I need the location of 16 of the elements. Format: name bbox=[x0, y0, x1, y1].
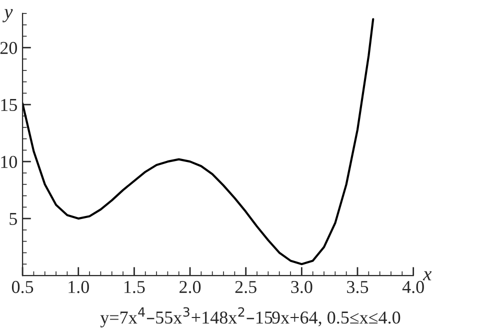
x-tick-label: 4.0 bbox=[402, 280, 424, 294]
x-tick-label: 1.0 bbox=[68, 280, 89, 294]
y-tick-label: 10 bbox=[1, 156, 17, 168]
x-tick-label: 3.5 bbox=[347, 280, 368, 294]
x-tick-label: 2.5 bbox=[235, 280, 256, 294]
y-tick-label: 15 bbox=[1, 98, 17, 112]
y-tick-label: 20 bbox=[0, 42, 17, 54]
x-tick-label: 2.0 bbox=[180, 280, 201, 294]
text: y=7x$^{4}$–55x$^{3}$+148x$^{2}$–159x+64, 0.5≤x≤4.0 bbox=[100, 307, 400, 328]
x-axis-title: x bbox=[422, 271, 432, 280]
line-series bbox=[22, 18, 374, 266]
y-axis-title: y bbox=[2, 9, 13, 22]
y-tick-label: 5 bbox=[10, 212, 17, 225]
x-tick-label: 3.0 bbox=[291, 280, 312, 294]
x-tick-label: 0.5 bbox=[12, 280, 34, 294]
x-tick-label: 1.5 bbox=[124, 280, 145, 294]
